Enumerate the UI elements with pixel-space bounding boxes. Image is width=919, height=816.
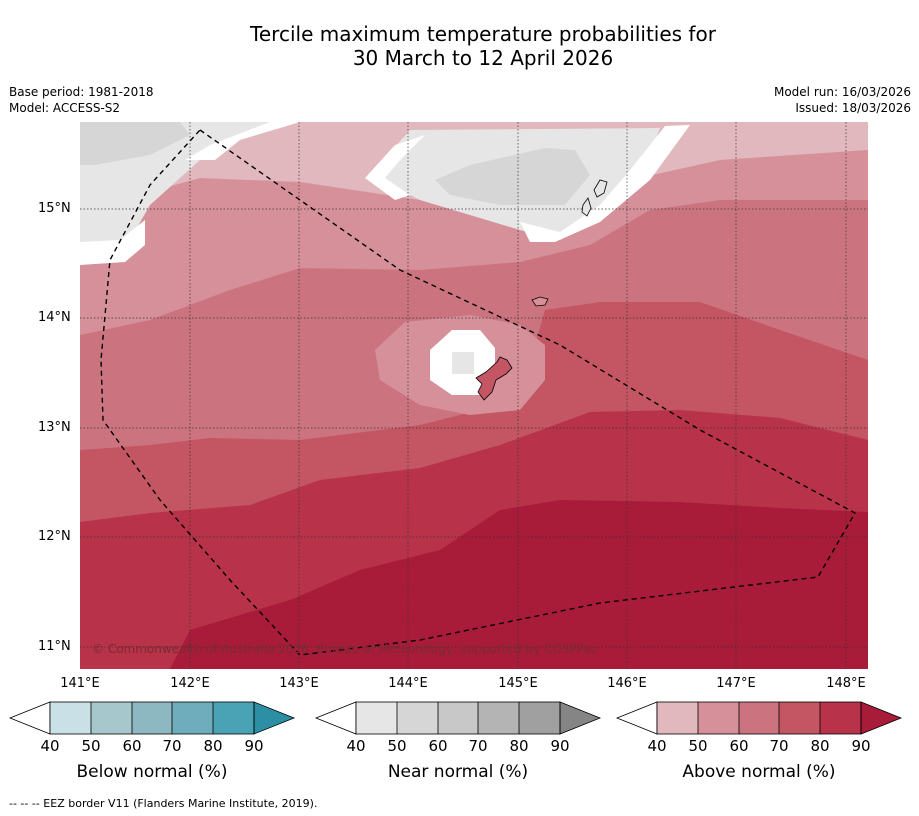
colorbar-above — [615, 701, 903, 735]
colorbar-below-label: Below normal (%) — [76, 762, 228, 782]
lon-label-148e: 148°E — [826, 676, 866, 691]
lat-label-14n: 14°N — [38, 310, 71, 325]
island-guam — [475, 356, 513, 401]
cb-above-tick-60: 60 — [729, 737, 749, 755]
title-line-1: Tercile maximum temperature probabilitie… — [250, 22, 716, 46]
eez-border — [100, 129, 856, 656]
colorbar-near-swatch-5 — [519, 702, 560, 734]
field-near-dark-top-left — [80, 122, 190, 165]
field-gap-1 — [185, 122, 300, 160]
field-gap-2 — [80, 220, 145, 265]
field-gap-4 — [520, 125, 690, 242]
probability-fields — [80, 122, 868, 669]
cb-below-tick-90: 90 — [244, 737, 264, 755]
model-run: Model run: 16/03/2026 — [773, 85, 911, 99]
lon-label-141e: 141°E — [60, 676, 100, 691]
cb-above-tick-70: 70 — [769, 737, 789, 755]
cb-above-tick-50: 50 — [688, 737, 708, 755]
field-above-90 — [170, 500, 868, 669]
cb-below-tick-60: 60 — [122, 737, 142, 755]
field-guam-near — [452, 352, 474, 374]
colorbar-near-under-arrow — [314, 701, 357, 735]
field-near-dark-top-center — [435, 148, 590, 205]
lat-label-12n: 12°N — [38, 529, 71, 544]
colorbar-above-swatch-1 — [657, 702, 698, 734]
lon-label-146e: 146°E — [607, 676, 647, 691]
lon-label-144e: 144°E — [388, 676, 428, 691]
colorbar-below-over-arrow — [253, 701, 296, 735]
colorbar-above-over-arrow — [860, 701, 903, 735]
cb-near-tick-70: 70 — [468, 737, 488, 755]
islands — [475, 179, 608, 401]
field-gap-3 — [365, 135, 425, 200]
colorbar-near-label: Near normal (%) — [387, 762, 529, 782]
colorbar-above-swatch-5 — [820, 702, 861, 734]
island-rota — [531, 296, 549, 307]
cb-above-tick-40: 40 — [647, 737, 667, 755]
colorbar-above-under-arrow — [615, 701, 658, 735]
cb-below-tick-70: 70 — [162, 737, 182, 755]
cb-near-tick-40: 40 — [346, 737, 366, 755]
lon-label-142e: 142°E — [170, 676, 210, 691]
cb-below-tick-50: 50 — [81, 737, 101, 755]
cb-near-tick-60: 60 — [428, 737, 448, 755]
colorbar-below-swatch-5 — [213, 702, 254, 734]
colorbar-above-swatch-2 — [698, 702, 739, 734]
cb-below-tick-40: 40 — [40, 737, 60, 755]
lon-label-143e: 143°E — [279, 676, 319, 691]
model-name: Model: ACCESS-S2 — [9, 101, 121, 115]
lat-label-15n: 15°N — [38, 201, 71, 216]
colorbar-above-swatch-3 — [739, 702, 779, 734]
colorbar-below-swatch-1 — [50, 702, 91, 734]
copyright-notice: © Commonwealth of Australia 2026, Bureau… — [92, 642, 598, 656]
island-saipan — [593, 179, 608, 198]
colorbar-above-label: Above normal (%) — [682, 762, 836, 782]
colorbar-near-swatch-1 — [356, 702, 397, 734]
colorbar-below-swatch-3 — [132, 702, 172, 734]
colorbar-near-over-arrow — [559, 701, 602, 735]
map-title: Tercile maximum temperature probabilitie… — [0, 22, 919, 70]
colorbar-near-swatch-4 — [478, 702, 519, 734]
graticule — [80, 122, 868, 669]
lon-label-145e: 145°E — [498, 676, 538, 691]
cb-near-tick-50: 50 — [387, 737, 407, 755]
colorbar-near — [314, 701, 602, 735]
colorbar-below-swatch-4 — [172, 702, 213, 734]
colorbar-below-swatch-2 — [91, 702, 132, 734]
meta-right: Model run: 16/03/2026 Issued: 18/03/2026 — [774, 84, 911, 116]
colorbar-near-swatch-3 — [438, 702, 478, 734]
lat-label-11n: 11°N — [38, 639, 71, 654]
cb-below-tick-80: 80 — [203, 737, 223, 755]
colorbar-above-swatch-4 — [779, 702, 820, 734]
cb-above-tick-80: 80 — [810, 737, 830, 755]
title-line-2: 30 March to 12 April 2026 — [352, 46, 614, 70]
base-period: Base period: 1981-2018 — [9, 85, 154, 99]
cb-near-tick-80: 80 — [509, 737, 529, 755]
colorbar-below-under-arrow — [8, 701, 51, 735]
colorbar-below — [8, 701, 296, 735]
island-tinian — [581, 197, 592, 217]
colorbar-near-swatch-2 — [397, 702, 438, 734]
lat-label-13n: 13°N — [38, 420, 71, 435]
lon-label-147e: 147°E — [716, 676, 756, 691]
cb-near-tick-90: 90 — [550, 737, 570, 755]
meta-left: Base period: 1981-2018 Model: ACCESS-S2 — [9, 84, 154, 116]
cb-above-tick-90: 90 — [851, 737, 871, 755]
eez-footnote: -- -- -- EEZ border V11 (Flanders Marine… — [9, 797, 318, 810]
issued-date: Issued: 18/03/2026 — [795, 101, 911, 115]
